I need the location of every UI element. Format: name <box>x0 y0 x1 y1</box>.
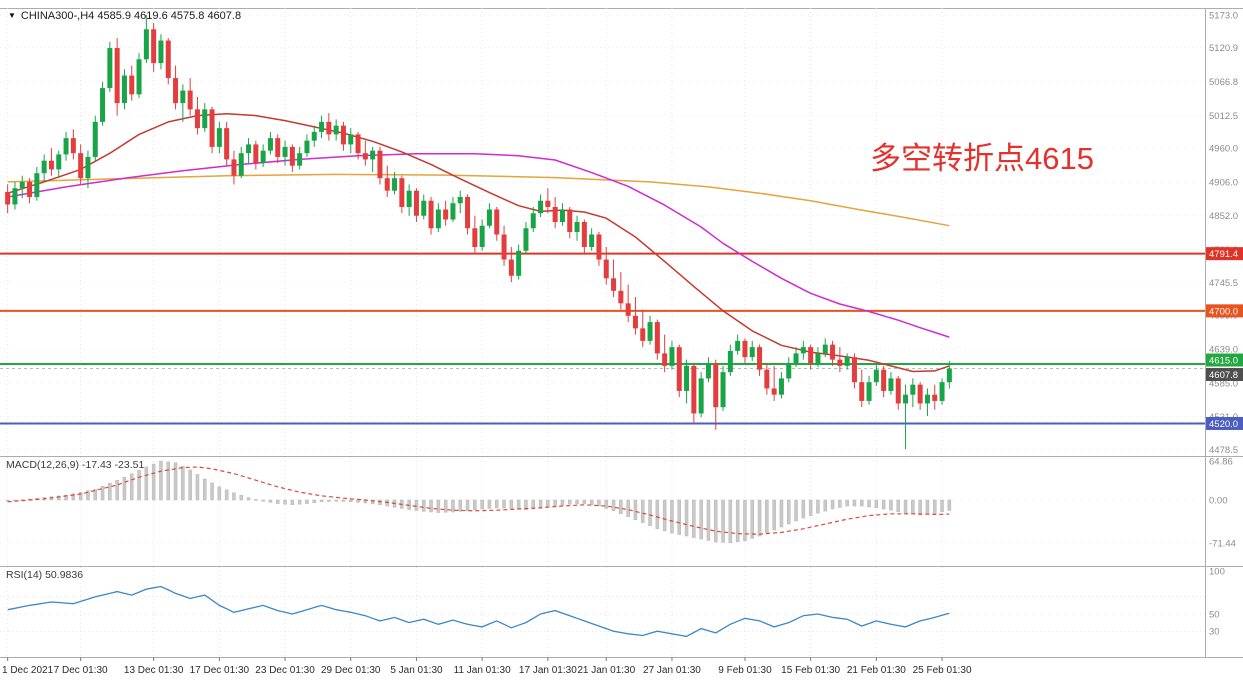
price-scale-separator <box>1205 8 1206 657</box>
macd-panel-canvas[interactable]: 64.86 0.00 -71.44 <box>0 457 1243 566</box>
svg-text:4745.5: 4745.5 <box>1209 278 1238 289</box>
rsi-panel-canvas[interactable]: 100 50 30 <box>0 567 1243 657</box>
svg-text:9 Feb 01:30: 9 Feb 01:30 <box>718 665 772 676</box>
svg-text:1 Dec 2021: 1 Dec 2021 <box>2 665 54 676</box>
svg-text:27 Jan 01:30: 27 Jan 01:30 <box>643 665 701 676</box>
svg-text:4520.0: 4520.0 <box>1209 419 1238 430</box>
svg-text:4700.0: 4700.0 <box>1209 306 1238 317</box>
svg-text:4791.4: 4791.4 <box>1209 249 1238 260</box>
chart-title-text: CHINA300-,H4 4585.9 4619.6 4575.8 4607.8 <box>20 10 242 22</box>
svg-text:5120.9: 5120.9 <box>1209 43 1238 54</box>
svg-text:21 Feb 01:30: 21 Feb 01:30 <box>847 665 906 676</box>
svg-text:15 Feb 01:30: 15 Feb 01:30 <box>781 665 840 676</box>
svg-text:4615.0: 4615.0 <box>1209 356 1238 367</box>
svg-text:25 Feb 01:30: 25 Feb 01:30 <box>913 665 972 676</box>
window-top-border <box>0 8 1243 9</box>
symbol-dropdown-icon[interactable]: ▼ <box>8 11 16 20</box>
svg-text:64.86: 64.86 <box>1209 457 1233 468</box>
svg-text:4478.5: 4478.5 <box>1209 445 1238 456</box>
svg-text:23 Dec 01:30: 23 Dec 01:30 <box>255 665 315 676</box>
svg-text:17 Dec 01:30: 17 Dec 01:30 <box>190 665 250 676</box>
svg-text:30: 30 <box>1209 627 1220 638</box>
svg-text:5173.0: 5173.0 <box>1209 10 1238 21</box>
svg-text:4906.0: 4906.0 <box>1209 177 1238 188</box>
svg-text:50: 50 <box>1209 610 1220 621</box>
svg-text:17 Jan 01:30: 17 Jan 01:30 <box>519 665 577 676</box>
main-chart-canvas[interactable]: 5173.0 5120.9 5066.8 5012.5 4960.0 4906.0 4852… <box>0 8 1243 456</box>
svg-text:4960.0: 4960.0 <box>1209 144 1238 155</box>
macd-indicator-label: MACD(12,26,9) -17.43 -23.51 <box>6 459 145 471</box>
svg-text:29 Dec 01:30: 29 Dec 01:30 <box>321 665 381 676</box>
svg-text:5 Jan 01:30: 5 Jan 01:30 <box>390 665 443 676</box>
svg-text:5066.8: 5066.8 <box>1209 77 1238 88</box>
svg-text:-71.44: -71.44 <box>1209 538 1236 549</box>
svg-text:7 Dec 01:30: 7 Dec 01:30 <box>54 665 108 676</box>
chart-title: ▼ CHINA300-,H4 4585.9 4619.6 4575.8 4607.… <box>8 10 241 22</box>
svg-text:4585.0: 4585.0 <box>1209 378 1238 389</box>
svg-text:5012.5: 5012.5 <box>1209 111 1238 122</box>
svg-text:21 Jan 01:30: 21 Jan 01:30 <box>577 665 635 676</box>
svg-text:13 Dec 01:30: 13 Dec 01:30 <box>124 665 184 676</box>
svg-text:4607.8: 4607.8 <box>1209 370 1238 381</box>
svg-text:100: 100 <box>1209 567 1225 578</box>
svg-text:0.00: 0.00 <box>1209 496 1228 507</box>
trend-annotation-text: 多空转折点4615 <box>870 141 1094 176</box>
panel-separator-rsi[interactable] <box>0 566 1243 567</box>
svg-text:4639.0: 4639.0 <box>1209 345 1238 356</box>
svg-text:11 Jan 01:30: 11 Jan 01:30 <box>454 665 512 676</box>
panel-separator-macd[interactable] <box>0 456 1243 457</box>
svg-text:4852.0: 4852.0 <box>1209 211 1238 222</box>
time-axis[interactable]: 1 Dec 2021 7 Dec 01:30 13 Dec 01:30 17 Dec … <box>0 657 1243 691</box>
rsi-indicator-label: RSI(14) 50.9836 <box>6 569 84 581</box>
